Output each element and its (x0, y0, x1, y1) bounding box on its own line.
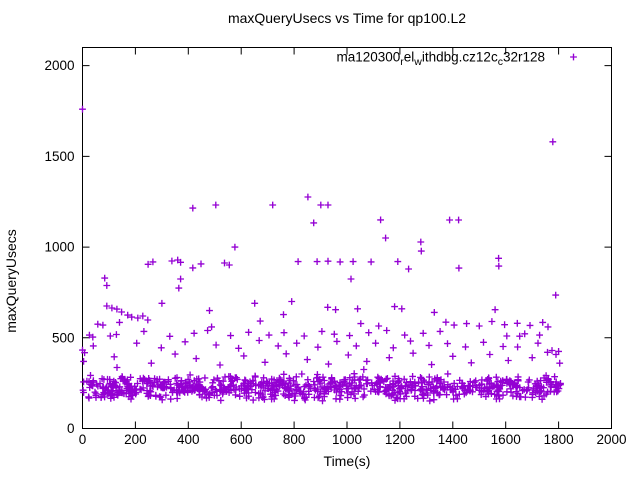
x-tick-label: 0 (79, 432, 87, 447)
x-tick-label: 1400 (438, 432, 468, 447)
x-tick-label: 200 (124, 432, 147, 447)
y-axis-label: maxQueryUsecs (3, 229, 19, 332)
x-tick-label: 800 (283, 432, 306, 447)
data-points (79, 105, 564, 405)
y-tick-label: 1500 (44, 149, 74, 164)
x-tick-label: 1600 (491, 432, 521, 447)
x-tick-label: 2000 (596, 432, 626, 447)
x-tick-label: 1200 (385, 432, 415, 447)
x-tick-label: 600 (230, 432, 253, 447)
x-tick-label: 1000 (332, 432, 362, 447)
axis-ticks (82, 47, 612, 429)
x-axis-label: Time(s) (324, 453, 371, 469)
y-tick-label: 1000 (44, 240, 74, 255)
chart-title: maxQueryUsecs vs Time for qp100.L2 (228, 10, 466, 26)
legend-label: ma120300relwithdbg.cz12cc32r128 (336, 50, 545, 69)
legend-plus-marker-icon (570, 53, 577, 61)
x-tick-label: 1800 (544, 432, 574, 447)
y-tick-label: 2000 (44, 58, 74, 73)
y-tick-label: 500 (52, 330, 75, 345)
plot-border (82, 47, 612, 429)
x-tick-label: 400 (177, 432, 200, 447)
y-tick-label: 0 (67, 421, 75, 436)
